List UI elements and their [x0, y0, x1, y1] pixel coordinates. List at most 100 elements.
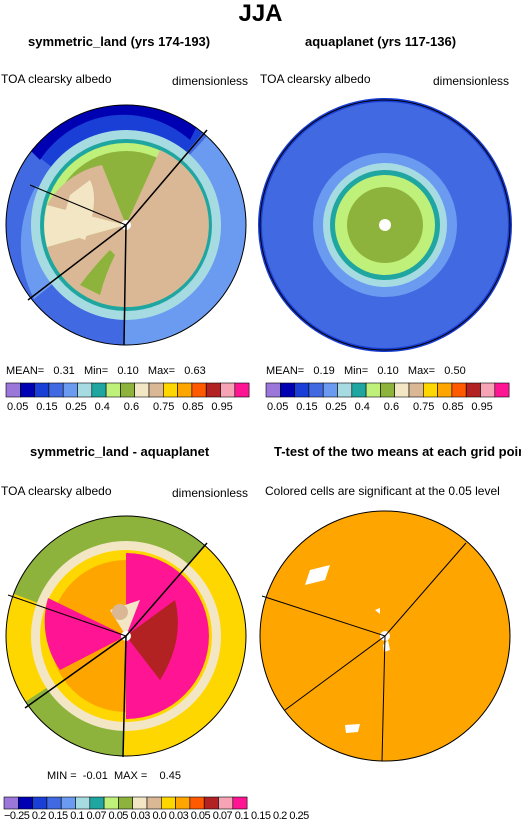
panel1-colorbar-tick-4: 0.6 — [123, 401, 140, 413]
panel2-colorbar-tick-7: 0.95 — [471, 401, 493, 413]
panel3-colorbar-swatch-13 — [189, 796, 205, 810]
panel1-colorbar-swatch-1 — [19, 382, 35, 398]
panel2-title: aquaplanet (yrs 117-136) — [305, 34, 457, 49]
panel1-max-label: Max= — [147, 365, 176, 377]
panel2-colorbar-tick-4: 0.6 — [383, 401, 400, 413]
panel1-colorbar — [5, 382, 250, 398]
panel3-colorbar-swatch-9 — [132, 796, 148, 810]
panel2-colorbar-tick-5: 0.75 — [413, 401, 435, 413]
panel2-colorbar-swatch-3 — [308, 382, 324, 398]
p3-tan-spot — [112, 604, 128, 620]
panel3-colorbar-swatch-4 — [60, 796, 76, 810]
panel1-colorbar-swatch-6 — [91, 382, 107, 398]
panel2-max-value: 0.50 — [444, 365, 466, 377]
panel3-min-label: MIN = — [47, 770, 77, 782]
panel1-stats: MEAN= 0.31 Min= 0.10 Max= 0.63 — [6, 365, 206, 377]
panel2-colorbar-swatch-2 — [294, 382, 310, 398]
panel1-polar-map — [5, 104, 247, 346]
panel4-title: T-test of the two means at each grid poi… — [274, 444, 521, 459]
panel3-colorbar-swatch-0 — [3, 796, 19, 810]
panel2-colorbar-swatch-5 — [337, 382, 353, 398]
panel3-colorbar-swatch-6 — [89, 796, 105, 810]
panel1-units-label: dimensionless — [172, 74, 249, 88]
panel3-colorbar-ticks: −0.25 0.2 0.15 0.1 0.07 0.05 0.03 0.0 0.… — [4, 810, 309, 822]
panel3-max-label: MAX = — [113, 770, 148, 782]
panel3-min-value: -0.01 — [82, 770, 108, 782]
panel3-colorbar-swatch-12 — [175, 796, 191, 810]
panel2-polar-map — [258, 98, 512, 352]
panel3-max-value: 0.45 — [159, 770, 181, 782]
panel3-colorbar-swatch-2 — [32, 796, 48, 810]
panel2-colorbar-swatch-16 — [494, 382, 510, 398]
panel3-colorbar — [3, 796, 248, 810]
panel2-min-value: 0.10 — [377, 365, 399, 377]
panel1-colorbar-tick-6: 0.85 — [182, 401, 204, 413]
panel3-colorbar-swatch-14 — [203, 796, 219, 810]
panel3-colorbar-swatch-8 — [118, 796, 134, 810]
panel1-colorbar-swatch-10 — [148, 382, 164, 398]
panel2-colorbar-swatch-4 — [322, 382, 338, 398]
panel3-units-label: dimensionless — [172, 486, 249, 500]
panel2-colorbar-swatch-13 — [451, 382, 467, 398]
panel3-colorbar-swatch-1 — [17, 796, 33, 810]
panel2-colorbar — [265, 382, 510, 398]
p1-land-inner — [150, 230, 200, 275]
panel3-stats: MIN = -0.01 MAX = 0.45 — [47, 770, 181, 782]
panel2-colorbar-swatch-10 — [408, 382, 424, 398]
panel4-polar-map — [259, 510, 511, 762]
panel3-colorbar-swatch-7 — [103, 796, 119, 810]
p4-white-cell-1 — [305, 565, 330, 585]
panel2-units-label: dimensionless — [433, 74, 510, 88]
panel1-colorbar-swatch-8 — [120, 382, 136, 398]
panel1-min-value: 0.10 — [117, 365, 139, 377]
panel1-colorbar-swatch-12 — [177, 382, 193, 398]
panel2-colorbar-swatch-0 — [265, 382, 281, 398]
panel1-title: symmetric_land (yrs 174-193) — [28, 34, 211, 49]
panel1-colorbar-swatch-4 — [62, 382, 78, 398]
panel1-colorbar-swatch-15 — [220, 382, 236, 398]
panel2-colorbar-tick-3: 0.4 — [354, 401, 370, 413]
panel1-variable-label: TOA clearsky albedo — [1, 72, 112, 86]
panel3-title: symmetric_land - aquaplanet — [30, 444, 210, 459]
panel2-min-label: Min= — [343, 365, 369, 377]
panel2-stats: MEAN= 0.19 Min= 0.10 Max= 0.50 — [266, 365, 466, 377]
panel1-colorbar-swatch-13 — [191, 382, 207, 398]
panel3-colorbar-swatch-10 — [146, 796, 162, 810]
panel2-colorbar-swatch-15 — [480, 382, 496, 398]
panel2-colorbar-tick-6: 0.85 — [442, 401, 464, 413]
p4-white-cell-4 — [345, 724, 360, 733]
panel2-mean-label: MEAN= — [266, 365, 305, 377]
panel3-colorbar-swatch-11 — [161, 796, 176, 810]
panel1-mean-label: MEAN= — [6, 365, 45, 377]
panel3-variable-label: TOA clearsky albedo — [1, 484, 112, 498]
p3-red-core — [126, 600, 178, 680]
panel1-colorbar-tick-1: 0.15 — [36, 401, 58, 413]
p2-pole — [379, 219, 391, 231]
p3-pink-left — [44, 598, 126, 670]
panel4-note: Colored cells are significant at the 0.0… — [265, 484, 500, 498]
panel1-colorbar-tick-0: 0.05 — [7, 401, 29, 413]
p1-land-bottomleft — [47, 225, 126, 307]
panel1-colorbar-tick-5: 0.75 — [153, 401, 175, 413]
panel1-max-value: 0.63 — [184, 365, 206, 377]
panel3-colorbar-swatch-15 — [218, 796, 234, 810]
panel1-colorbar-tick-2: 0.25 — [65, 401, 87, 413]
p4-white-cell-3 — [375, 608, 380, 614]
panel2-colorbar-swatch-1 — [279, 382, 295, 398]
p1-land-patch — [60, 180, 94, 240]
panel3-colorbar-swatch-3 — [46, 796, 62, 810]
p1-green-patch — [80, 250, 115, 295]
panel1-colorbar-swatch-7 — [105, 382, 121, 398]
panel1-colorbar-swatch-16 — [234, 382, 250, 398]
panel2-colorbar-tick-0: 0.05 — [267, 401, 289, 413]
panel1-colorbar-swatch-9 — [134, 382, 150, 398]
panel2-colorbar-swatch-8 — [380, 382, 395, 398]
panel1-mean-value: 0.31 — [53, 365, 75, 377]
panel2-colorbar-swatch-14 — [465, 382, 481, 398]
panel2-colorbar-swatch-11 — [422, 382, 438, 398]
panel2-colorbar-tick-2: 0.25 — [325, 401, 347, 413]
panel3-colorbar-swatch-5 — [75, 796, 91, 810]
panel2-max-label: Max= — [407, 365, 436, 377]
panel1-colorbar-swatch-0 — [5, 382, 21, 398]
